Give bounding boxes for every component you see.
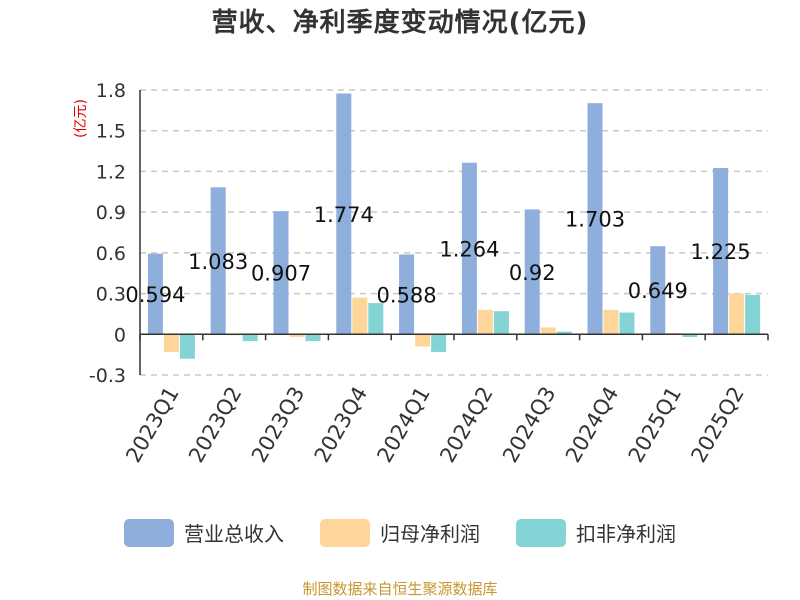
data-label: 1.703	[565, 208, 625, 232]
bar-0-2025Q2	[713, 168, 729, 335]
chart-title: 营收、净利季度变动情况(亿元)	[211, 8, 589, 38]
bar-1-2023Q3	[289, 334, 305, 337]
y-axis-unit: (亿元)	[73, 99, 89, 138]
bar-2-2024Q1	[431, 334, 447, 352]
bar-2-2023Q2	[242, 334, 258, 342]
bar-0-2024Q4	[587, 103, 603, 335]
x-tick-label: 2024Q3	[498, 383, 560, 467]
data-label: 1.264	[439, 238, 499, 262]
bar-1-2023Q4	[352, 297, 368, 335]
legend-item-revenue[interactable]: 营业总收入	[124, 518, 284, 547]
data-label: 0.588	[377, 283, 437, 307]
legend-item-net-profit[interactable]: 归母净利润	[320, 518, 480, 547]
bar-2-2024Q4	[619, 312, 635, 335]
bar-1-2025Q2	[729, 293, 745, 335]
data-label: 0.92	[509, 261, 556, 285]
legend-label-revenue: 营业总收入	[184, 522, 284, 546]
bar-1-2024Q2	[477, 309, 493, 335]
bar-0-2024Q3	[524, 209, 540, 335]
bar-2-2025Q2	[745, 294, 761, 335]
x-tick-label: 2024Q2	[435, 383, 497, 467]
y-tick-label: 1.2	[96, 161, 126, 183]
bar-2-2024Q3	[556, 331, 572, 335]
x-tick-label: 2025Q2	[686, 383, 748, 467]
bar-1-2024Q3	[540, 327, 556, 335]
bar-0-2023Q1	[147, 253, 163, 335]
y-tick-label: 0.9	[96, 202, 126, 224]
data-source: 制图数据来自恒生聚源数据库	[302, 580, 498, 598]
bar-0-2023Q3	[273, 211, 289, 335]
y-tick-label: 1.8	[96, 80, 126, 102]
bar-2-2023Q4	[368, 303, 384, 335]
y-tick-label: 0.3	[96, 284, 126, 306]
y-tick-label: 0	[114, 324, 126, 346]
data-label: 0.907	[251, 262, 311, 286]
legend: 营业总收入 归母净利润 扣非净利润	[0, 518, 800, 547]
data-label: 1.774	[314, 203, 374, 227]
bar-2-2023Q1	[179, 334, 195, 359]
x-tick-label: 2023Q2	[184, 383, 246, 467]
x-tick-label: 2024Q4	[561, 383, 623, 467]
data-label: 0.594	[125, 283, 185, 307]
bar-2-2024Q2	[493, 311, 509, 335]
bar-1-2024Q1	[415, 334, 431, 347]
bar-0-2023Q4	[336, 93, 352, 335]
data-label: 1.083	[188, 250, 248, 274]
legend-swatch-deducted-profit	[516, 518, 566, 547]
data-label: 1.225	[691, 240, 751, 264]
bar-1-2024Q4	[603, 309, 619, 335]
legend-swatch-net-profit	[320, 518, 370, 547]
bar-0-2025Q1	[650, 246, 666, 335]
bar-2-2025Q1	[682, 334, 698, 337]
bar-0-2023Q2	[210, 187, 226, 335]
bar-2-2023Q3	[305, 334, 321, 342]
x-tick-label: 2023Q3	[247, 383, 309, 467]
y-tick-label: 0.6	[96, 243, 126, 265]
bar-1-2023Q1	[163, 334, 179, 352]
data-label: 0.649	[628, 279, 688, 303]
y-tick-label: 1.5	[96, 121, 126, 143]
legend-label-deducted-profit: 扣非净利润	[576, 522, 676, 546]
x-tick-label: 2023Q1	[121, 383, 183, 467]
legend-item-deducted-profit[interactable]: 扣非净利润	[516, 518, 676, 547]
x-tick-label: 2024Q1	[372, 382, 434, 466]
x-tick-label: 2025Q1	[624, 383, 686, 467]
x-tick-label: 2023Q4	[310, 383, 372, 467]
bar-0-2024Q1	[399, 254, 415, 335]
bar-0-2024Q2	[461, 162, 477, 335]
legend-swatch-revenue	[124, 518, 174, 547]
legend-label-net-profit: 归母净利润	[380, 522, 480, 546]
y-tick-label: -0.3	[89, 365, 126, 387]
